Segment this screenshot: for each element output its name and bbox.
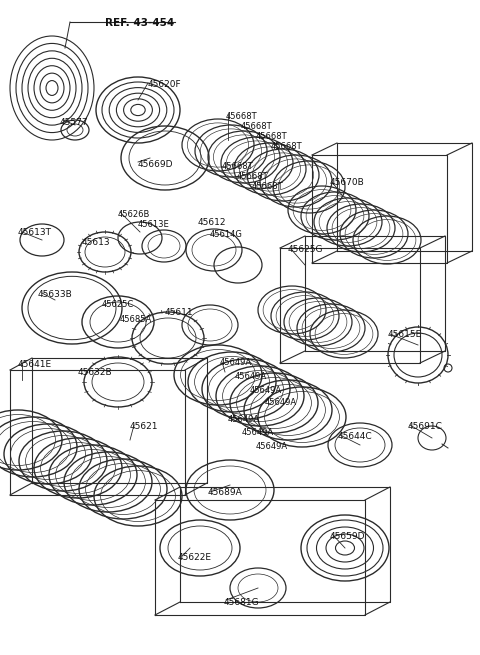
Text: 45613E: 45613E [138,220,170,229]
Text: 45649A: 45649A [265,398,297,407]
Text: 45691C: 45691C [408,422,443,431]
Text: 45668T: 45668T [256,132,288,141]
Text: 45649A: 45649A [250,386,282,395]
Text: 45633B: 45633B [38,290,73,299]
Text: 45641E: 45641E [18,360,52,369]
Text: 45622E: 45622E [178,553,212,562]
Text: 45668T: 45668T [252,182,284,191]
Text: 45668T: 45668T [226,112,258,121]
Text: 45681G: 45681G [224,598,260,607]
Text: 45577: 45577 [60,118,89,127]
Text: 45649A: 45649A [235,372,267,381]
Text: 45625G: 45625G [288,245,324,254]
Text: 45649A: 45649A [242,428,274,437]
Text: 45615E: 45615E [388,330,422,339]
Text: 45632B: 45632B [78,368,113,377]
Text: 45668T: 45668T [237,172,269,181]
Text: 45613: 45613 [82,238,110,247]
Text: 45612: 45612 [198,218,227,227]
Text: 45668T: 45668T [271,142,302,151]
Text: 45685A: 45685A [120,315,152,324]
Text: 45649A: 45649A [256,442,288,451]
Text: 45644C: 45644C [338,432,372,441]
Text: 45668T: 45668T [222,162,253,171]
Text: 45649A: 45649A [228,415,260,424]
Text: REF. 43-454: REF. 43-454 [105,18,174,28]
Text: 45668T: 45668T [241,122,273,131]
Text: 45625C: 45625C [102,300,134,309]
Text: 45614G: 45614G [210,230,243,239]
Text: 45621: 45621 [130,422,158,431]
Text: 45689A: 45689A [208,488,243,497]
Text: 45626B: 45626B [118,210,150,219]
Text: 45620F: 45620F [148,80,181,89]
Text: 45659D: 45659D [330,532,365,541]
Text: 45611: 45611 [165,308,193,317]
Text: 45669D: 45669D [138,160,173,169]
Text: 45613T: 45613T [18,228,52,237]
Text: 45670B: 45670B [330,178,365,187]
Text: 45649A: 45649A [220,358,252,367]
